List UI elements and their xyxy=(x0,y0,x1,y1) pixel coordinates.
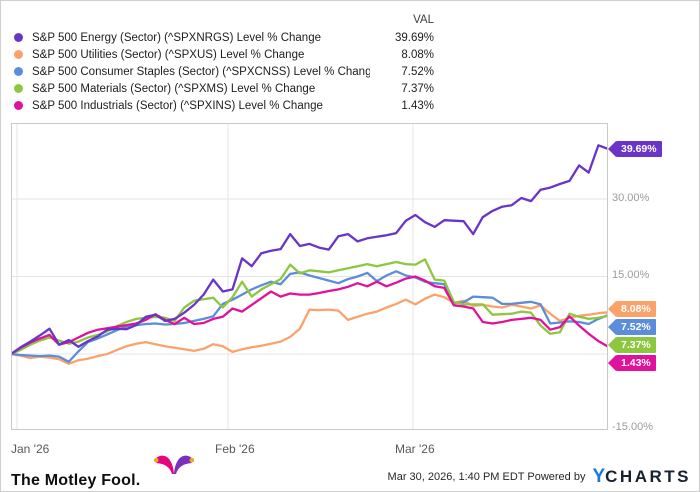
legend-label: S&P 500 Materials (Sector) (^SPXMS) Leve… xyxy=(32,82,316,95)
series-end-value-tag: 7.52% xyxy=(608,319,656,335)
legend-label: S&P 500 Energy (Sector) (^SPXNRGS) Level… xyxy=(32,31,321,44)
legend-value: 39.69% xyxy=(394,31,434,44)
x-tick-label: Jan '26 xyxy=(11,442,50,456)
legend-value: 7.52% xyxy=(401,65,434,78)
series-line-0 xyxy=(11,144,608,356)
series-lines xyxy=(11,144,608,365)
series-line-4 xyxy=(11,275,608,356)
y-tick-label: 30.00% xyxy=(612,192,650,204)
legend-item: S&P 500 Energy (Sector) (^SPXNRGS) Level… xyxy=(14,29,434,46)
legend-label: S&P 500 Utilities (Sector) (^SPXUS) Leve… xyxy=(32,48,305,61)
series-end-value: 39.69% xyxy=(616,141,662,157)
legend-color-dot xyxy=(14,50,23,59)
legend-value: 1.43% xyxy=(401,99,434,112)
legend: S&P 500 Energy (Sector) (^SPXNRGS) Level… xyxy=(14,29,434,114)
series-end-value-tag: 1.43% xyxy=(608,355,656,371)
plot-border xyxy=(11,123,608,430)
series-end-value: 7.37% xyxy=(616,337,656,353)
y-tick-label: -15.00% xyxy=(612,421,653,433)
y-tick-label: 15.00% xyxy=(612,269,650,281)
legend-item: S&P 500 Materials (Sector) (^SPXMS) Leve… xyxy=(14,80,434,97)
legend-item: S&P 500 Industrials (Sector) (^SPXINS) L… xyxy=(14,97,434,114)
jester-hat-icon xyxy=(153,455,195,474)
series-end-value: 8.08% xyxy=(616,301,656,317)
series-end-value-tag: 39.69% xyxy=(608,141,662,157)
footer-attribution: Mar 30, 2026, 1:40 PM EDT Powered by Y C… xyxy=(388,466,691,488)
series-end-value-tag: 8.08% xyxy=(608,301,656,317)
legend-color-dot xyxy=(14,33,23,42)
motley-fool-logo-text: The Motley Fool. xyxy=(11,472,141,489)
series-line-1 xyxy=(11,293,608,365)
legend-color-dot xyxy=(14,101,23,110)
ycharts-y-mark: Y xyxy=(592,466,606,487)
legend-color-dot xyxy=(14,84,23,93)
series-line-2 xyxy=(11,270,608,363)
legend-label: S&P 500 Consumer Staples (Sector) (^SPXC… xyxy=(32,65,370,78)
series-end-value: 7.52% xyxy=(616,319,656,335)
ycharts-wordmark: CHARTS xyxy=(605,467,691,486)
series-end-value-tag: 7.37% xyxy=(608,337,656,353)
legend-value: 7.37% xyxy=(401,82,434,95)
legend-item: S&P 500 Consumer Staples (Sector) (^SPXC… xyxy=(14,63,434,80)
ycharts-logo: Y CHARTS xyxy=(592,466,691,488)
legend-val-column-header: VAL xyxy=(413,14,434,26)
legend-color-dot xyxy=(14,67,23,76)
legend-label: S&P 500 Industrials (Sector) (^SPXINS) L… xyxy=(32,99,323,112)
legend-item: S&P 500 Utilities (Sector) (^SPXUS) Leve… xyxy=(14,46,434,63)
plot-area xyxy=(11,123,608,430)
legend-value: 8.08% xyxy=(401,48,434,61)
timestamp: Mar 30, 2026, 1:40 PM EDT Powered by xyxy=(387,471,586,483)
x-tick-label: Mar '26 xyxy=(395,442,435,456)
x-tick-label: Feb '26 xyxy=(215,442,255,456)
series-end-value: 1.43% xyxy=(616,355,656,371)
